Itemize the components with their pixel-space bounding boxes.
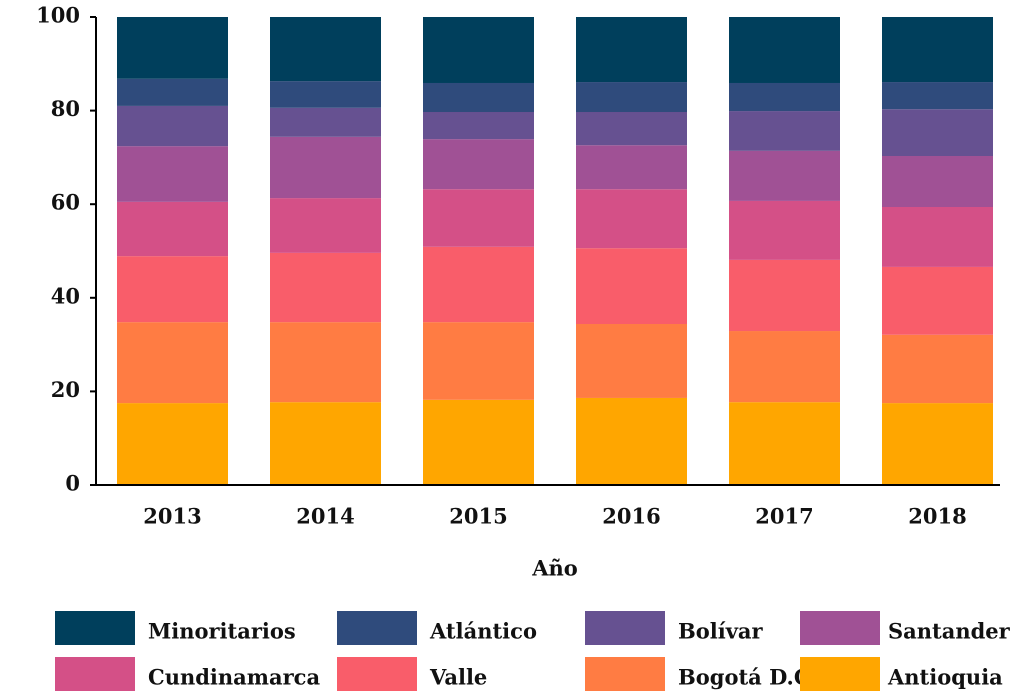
- bar-segment: [576, 248, 687, 325]
- x-tick-label: 2013: [143, 504, 201, 529]
- bar-segment: [882, 109, 993, 156]
- bar-segment: [576, 17, 687, 83]
- bar-segment: [882, 155, 993, 208]
- bar-segment: [729, 259, 840, 332]
- legend-swatch: [800, 657, 880, 691]
- bar-segment: [270, 322, 381, 403]
- bar-segment: [270, 107, 381, 137]
- bar-segment: [576, 189, 687, 249]
- bar-segment: [117, 78, 228, 106]
- bar-segment: [729, 150, 840, 201]
- y-tick-label: 40: [51, 283, 80, 308]
- bar-segment: [729, 331, 840, 403]
- bar-segment: [270, 17, 381, 82]
- legend-label: Antioquia: [887, 665, 1003, 690]
- legend-label: Santander: [888, 619, 1011, 644]
- bar-segment: [423, 399, 534, 485]
- x-tick-label: 2015: [449, 504, 507, 529]
- y-tick-label: 0: [65, 471, 80, 496]
- legend-label: Bogotá D.C.: [678, 665, 818, 690]
- legend-swatch: [800, 611, 880, 645]
- bar-segment: [882, 17, 993, 83]
- x-tick-label: 2017: [755, 504, 813, 529]
- y-tick-label: 60: [51, 190, 80, 215]
- legend-swatch: [585, 611, 665, 645]
- y-tick-label: 100: [36, 3, 80, 28]
- bar-segment: [270, 81, 381, 108]
- bar-segment: [576, 397, 687, 485]
- legend-label: Valle: [429, 665, 487, 690]
- y-tick-label: 20: [51, 377, 80, 402]
- bar-segment: [423, 17, 534, 83]
- legend-swatch: [337, 611, 417, 645]
- bar-segment: [117, 146, 228, 202]
- x-tick-label: 2018: [908, 504, 966, 529]
- bar-segment: [576, 82, 687, 113]
- bar-segment: [576, 112, 687, 146]
- bar-segment: [423, 139, 534, 190]
- legend-swatch: [337, 657, 417, 691]
- legend-swatch: [55, 611, 135, 645]
- x-tick-label: 2016: [602, 504, 660, 529]
- legend-swatch: [585, 657, 665, 691]
- x-axis-label: Año: [531, 556, 578, 581]
- bar-segment: [729, 402, 840, 485]
- bar-segment: [882, 334, 993, 404]
- bar-segment: [117, 403, 228, 485]
- bar-segment: [576, 324, 687, 398]
- bar-segment: [729, 82, 840, 112]
- bar-segment: [729, 111, 840, 151]
- legend-label: Minoritarios: [148, 619, 296, 644]
- y-tick-label: 80: [51, 96, 80, 121]
- bar-segment: [270, 198, 381, 253]
- bar-segment: [729, 200, 840, 260]
- bar-segment: [423, 189, 534, 247]
- bar-segment: [729, 17, 840, 83]
- bar-segment: [882, 207, 993, 267]
- legend-label: Bolívar: [678, 619, 764, 644]
- bar-segment: [270, 252, 381, 323]
- bar-segment: [423, 82, 534, 113]
- bar-segment: [117, 105, 228, 147]
- bar-segment: [423, 112, 534, 140]
- bar-segment: [117, 256, 228, 323]
- x-tick-label: 2014: [296, 504, 354, 529]
- legend-label: Cundinamarca: [148, 665, 320, 690]
- legend-label: Atlántico: [429, 619, 537, 644]
- bar-segment: [117, 201, 228, 257]
- legend-swatch: [55, 657, 135, 691]
- bar-segment: [117, 17, 228, 79]
- bar-segment: [882, 403, 993, 485]
- bar-segment: [423, 246, 534, 323]
- bar-segment: [882, 82, 993, 110]
- bar-segment: [423, 322, 534, 400]
- bar-segment: [576, 145, 687, 190]
- bar-segment: [270, 402, 381, 485]
- bar-segment: [270, 136, 381, 199]
- bar-segment: [882, 266, 993, 335]
- bar-segment: [117, 322, 228, 404]
